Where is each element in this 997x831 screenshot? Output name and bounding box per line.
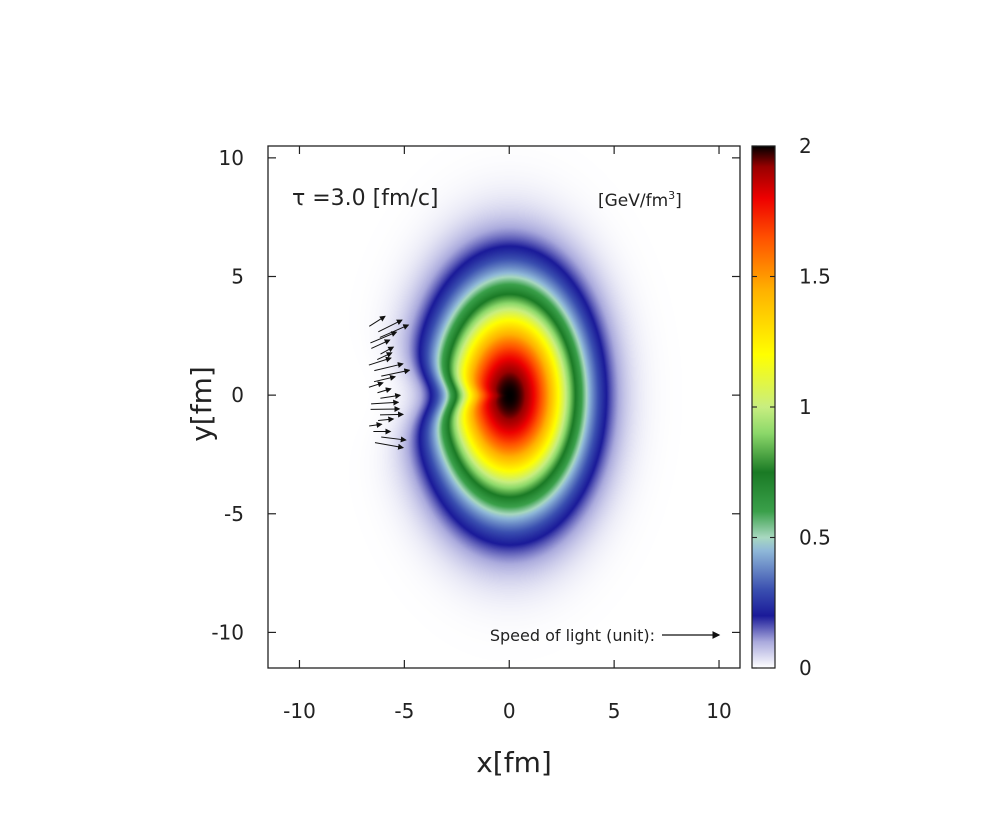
- y-tick-label: -5: [224, 502, 244, 526]
- velocity-arrow: [370, 331, 398, 344]
- x-tick-label: 0: [503, 699, 516, 723]
- colorbar-tick-label: 1.5: [799, 265, 831, 289]
- colorbar-tick-label: 0.5: [799, 526, 831, 550]
- y-tick-label: 10: [219, 146, 244, 170]
- velocity-arrow: [380, 346, 395, 355]
- velocity-arrow: [371, 339, 391, 349]
- x-axis-label: x[fm]: [476, 746, 552, 779]
- x-axis-ticks: -10 -5 0 5 10: [283, 146, 732, 723]
- colorbar-units-label: [GeV/fm3]: [598, 189, 682, 211]
- velocity-arrow: [374, 362, 404, 372]
- plot-title: τ =3.0 [fm/c]: [292, 186, 439, 211]
- velocity-arrow: [368, 356, 392, 366]
- y-tick-label: 0: [231, 383, 244, 407]
- velocity-arrow: [374, 442, 405, 450]
- velocity-arrow: [373, 374, 397, 383]
- colorbar-tick-label: 2: [799, 134, 812, 158]
- velocity-arrow: [368, 315, 386, 327]
- velocity-arrows: [368, 315, 411, 450]
- x-tick-label: 10: [706, 699, 731, 723]
- velocity-arrow: [378, 319, 403, 333]
- velocity-arrow: [379, 324, 410, 338]
- y-axis-ticks: 10 5 0 -5 -10: [211, 146, 740, 644]
- velocity-arrow: [378, 416, 395, 423]
- plot-frame: [267, 145, 741, 669]
- velocity-arrow: [380, 411, 405, 418]
- y-axis-label: y[fm]: [185, 366, 218, 442]
- colorbar-tick-label: 1: [799, 395, 812, 419]
- velocity-arrow: [381, 368, 411, 377]
- colorbar-tick-label: 0: [799, 656, 812, 680]
- velocity-arrow: [369, 422, 383, 428]
- x-tick-label: -10: [283, 699, 316, 723]
- velocity-arrow: [381, 436, 407, 443]
- velocity-arrow: [371, 399, 400, 406]
- y-tick-label: 5: [231, 265, 244, 289]
- x-tick-label: 5: [608, 699, 621, 723]
- y-tick-label: -10: [211, 620, 244, 644]
- heatmap-area: [268, 146, 740, 668]
- velocity-arrow: [377, 387, 392, 394]
- x-tick-label: -5: [394, 699, 414, 723]
- speed-of-light-label: Speed of light (unit):: [490, 626, 655, 645]
- colorbar-ticks: 0 0.5 1 1.5 2: [752, 134, 831, 680]
- heatmap-canvas: [268, 146, 740, 668]
- velocity-arrow: [380, 393, 402, 399]
- velocity-arrow: [368, 381, 384, 388]
- velocity-arrow: [377, 352, 393, 360]
